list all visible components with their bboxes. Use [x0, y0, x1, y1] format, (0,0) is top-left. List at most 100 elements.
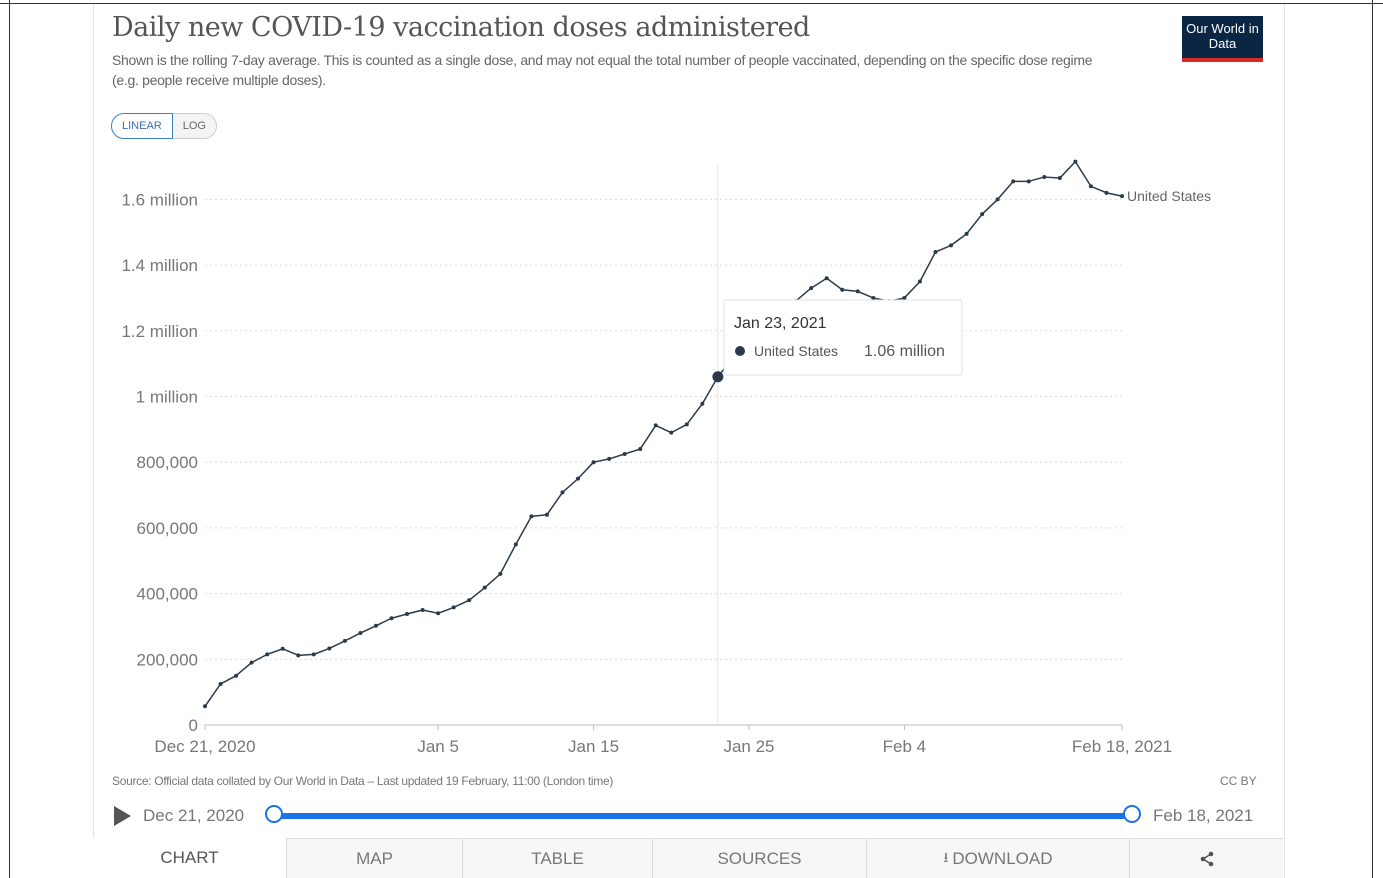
data-point	[622, 451, 627, 456]
data-point	[1011, 179, 1016, 184]
data-point	[1088, 184, 1093, 189]
timeline-end-handle[interactable]	[1123, 805, 1141, 823]
data-point	[933, 249, 938, 254]
data-point	[420, 608, 425, 613]
data-point	[669, 430, 674, 435]
data-point	[1026, 179, 1031, 184]
data-point	[809, 286, 814, 291]
timeline-end-label: Feb 18, 2021	[1153, 806, 1254, 825]
tab-map[interactable]: MAP	[286, 838, 462, 878]
play-icon[interactable]	[114, 806, 131, 826]
y-tick-label: 1.4 million	[121, 256, 198, 275]
tab-chart-label: CHART	[160, 848, 219, 867]
data-point	[607, 456, 612, 461]
data-point	[451, 605, 456, 610]
y-tick-label: 1.6 million	[121, 190, 198, 209]
x-tick-label: Feb 4	[883, 737, 926, 756]
tab-share[interactable]	[1129, 838, 1283, 878]
y-tick-label: 600,000	[137, 519, 198, 538]
data-point	[917, 279, 922, 284]
download-icon: ⭳	[943, 848, 949, 865]
owid-logo[interactable]: Our World in Data	[1182, 16, 1263, 62]
tooltip-value: 1.06 million	[864, 343, 945, 360]
tooltip-series-name: United States	[754, 343, 838, 359]
chart-card	[93, 4, 1285, 878]
timeline-start-handle[interactable]	[265, 805, 283, 823]
timeline-slider-track[interactable]	[274, 813, 1132, 819]
y-tick-label: 200,000	[137, 650, 198, 669]
data-point	[560, 490, 565, 495]
tab-chart[interactable]: CHART	[93, 838, 286, 878]
data-point	[311, 652, 316, 657]
data-point	[980, 212, 985, 217]
log-scale-button[interactable]: LOG	[172, 113, 217, 139]
x-tick-label: Jan 15	[568, 737, 619, 756]
chart-title: Daily new COVID-19 vaccination doses adm…	[112, 12, 810, 43]
data-point	[544, 512, 549, 517]
share-icon	[1200, 851, 1213, 866]
tooltip-series-dot	[735, 346, 745, 356]
data-point	[1104, 190, 1109, 195]
x-tick-label: Jan 5	[417, 737, 459, 756]
window-frame-left	[0, 0, 10, 878]
chart-subtitle: Shown is the rolling 7-day average. This…	[112, 52, 1093, 88]
data-point	[342, 638, 347, 643]
data-point	[358, 631, 363, 636]
data-point	[964, 231, 969, 236]
scale-toggle: LINEAR LOG	[111, 113, 217, 139]
window-frame-right	[1372, 0, 1383, 878]
data-point	[280, 646, 285, 651]
data-point	[949, 243, 954, 248]
x-tick-label: Feb 18, 2021	[1072, 737, 1172, 756]
window-frame-top	[0, 3, 1383, 4]
series-label-united-states: United States	[1127, 188, 1211, 204]
y-tick-label: 1.2 million	[121, 322, 198, 341]
data-point	[855, 289, 860, 294]
linear-scale-button[interactable]: LINEAR	[111, 113, 173, 139]
data-point	[995, 197, 1000, 202]
series-line-united-states	[204, 160, 1123, 707]
data-point	[234, 673, 239, 678]
data-point	[902, 295, 907, 300]
license-link[interactable]: CC BY	[1220, 774, 1257, 788]
data-point	[405, 611, 410, 616]
data-point	[373, 623, 378, 628]
y-tick-label: 800,000	[137, 453, 198, 472]
source-note: Source: Official data collated by Our Wo…	[112, 774, 614, 788]
tooltip-box	[723, 299, 963, 376]
data-point	[653, 423, 658, 428]
tab-sources[interactable]: SOURCES	[652, 838, 866, 878]
data-point	[436, 611, 441, 616]
data-point	[1042, 175, 1047, 180]
data-point	[1073, 159, 1078, 164]
hover-point	[712, 371, 724, 383]
timeline-start-label: Dec 21, 2020	[143, 806, 245, 825]
data-point	[871, 295, 876, 300]
data-point	[327, 646, 332, 651]
data-point	[840, 287, 845, 292]
tab-sources-label: SOURCES	[717, 848, 802, 868]
data-point	[249, 660, 254, 665]
data-point	[638, 447, 643, 452]
data-point	[218, 681, 223, 686]
y-tick-label: 400,000	[137, 585, 198, 604]
tab-map-label: MAP	[356, 848, 393, 868]
data-point	[700, 401, 705, 406]
data-point	[576, 476, 581, 481]
y-tick-label: 0	[189, 716, 198, 735]
data-point	[824, 276, 829, 281]
data-point	[482, 585, 487, 590]
tab-table-label: TABLE	[531, 848, 584, 868]
tab-download-label: DOWNLOAD	[952, 848, 1053, 868]
data-point	[265, 652, 270, 657]
data-point	[1057, 176, 1062, 181]
data-point	[591, 460, 596, 465]
data-point	[529, 514, 534, 519]
chart-tabs: CHART MAP TABLE SOURCES ⭳ DOWNLOAD	[93, 838, 1283, 878]
tab-table[interactable]: TABLE	[462, 838, 652, 878]
tab-download[interactable]: ⭳ DOWNLOAD	[866, 838, 1129, 878]
tooltip-date: Jan 23, 2021	[734, 315, 827, 332]
data-point	[389, 616, 394, 621]
y-tick-label: 1 million	[136, 388, 198, 407]
